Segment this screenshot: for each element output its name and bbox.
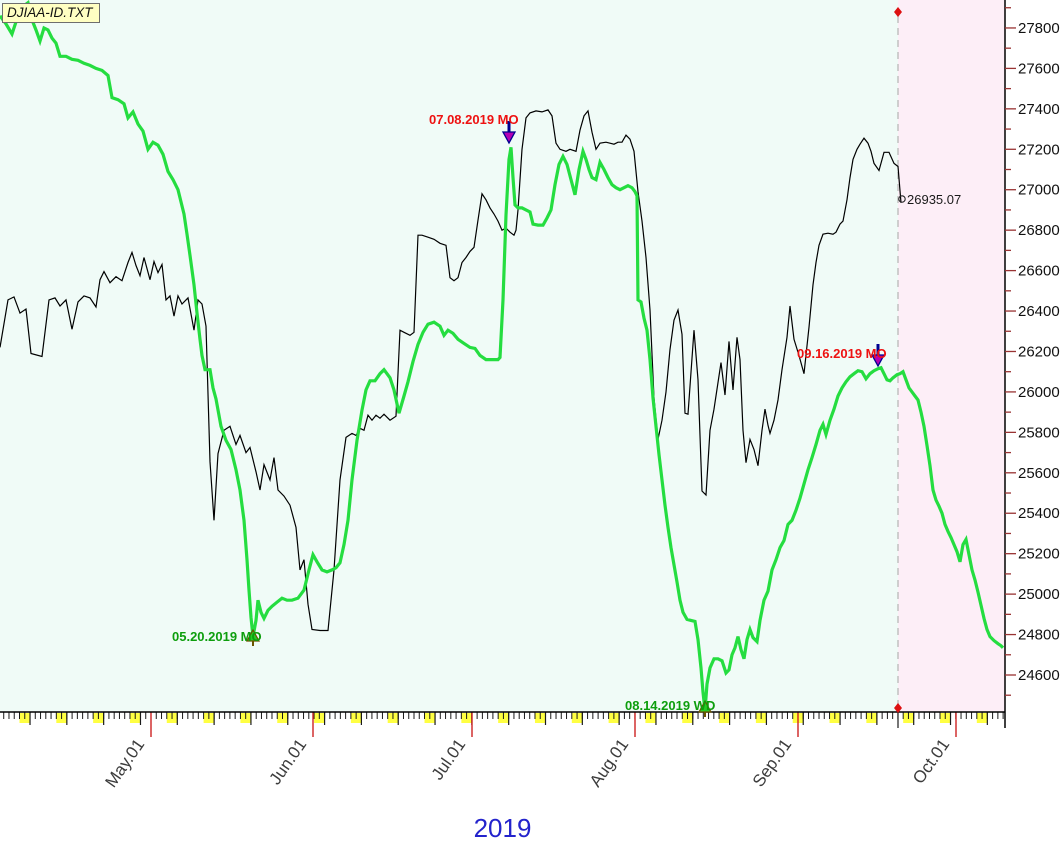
month-label: Aug.01	[586, 735, 632, 790]
series-label-chip[interactable]: DJIAA-ID.TXT	[2, 3, 100, 23]
djia-price-line	[0, 109, 902, 632]
y-tick-label: 27200	[1018, 141, 1060, 158]
y-tick-label: 27800	[1018, 20, 1060, 37]
y-tick-label: 25800	[1018, 424, 1060, 441]
cursor-diamond-marker	[894, 7, 902, 17]
month-label: Jul.01	[428, 735, 470, 783]
month-label: Jun.01	[265, 735, 310, 788]
year-label: 2019	[473, 813, 532, 843]
annotation-top-0708: 07.08.2019 MO	[429, 112, 519, 127]
signal-arrow-down-icon	[501, 131, 517, 145]
last-price-label: 26935.07	[907, 192, 962, 207]
annotation-bottom-0520: 05.20.2019 MO	[172, 629, 262, 644]
month-label: Oct.01	[909, 735, 953, 787]
y-tick-label: 27400	[1018, 101, 1060, 118]
y-tick-label: 25200	[1018, 546, 1060, 563]
annotation-top-0916: 09.16.2019 MO	[797, 346, 887, 361]
y-tick-label: 25400	[1018, 505, 1060, 522]
y-tick-label: 26400	[1018, 303, 1060, 320]
y-tick-label: 26000	[1018, 384, 1060, 401]
month-label: May.01	[101, 735, 148, 791]
cycle-forecast-line	[0, 0, 1005, 711]
signal-arrow-up-icon	[697, 699, 713, 713]
month-label: Sep.01	[749, 735, 795, 790]
y-tick-label: 26800	[1018, 222, 1060, 239]
y-tick-label: 27600	[1018, 60, 1060, 77]
y-tick-label: 26200	[1018, 343, 1060, 360]
y-tick-label: 24600	[1018, 667, 1060, 684]
y-tick-label: 25600	[1018, 465, 1060, 482]
y-tick-label: 27000	[1018, 182, 1060, 199]
history-region	[0, 0, 1005, 712]
signal-arrow-down-icon	[870, 354, 886, 368]
last-price-marker	[898, 195, 906, 203]
signal-arrow-up-icon	[245, 628, 261, 642]
y-tick-label: 25000	[1018, 586, 1060, 603]
y-tick-label: 24800	[1018, 627, 1060, 644]
annotation-bottom-0814: 08.14.2019 WD	[625, 698, 716, 713]
y-tick-label: 26600	[1018, 263, 1060, 280]
forecast-region	[898, 0, 1005, 712]
cursor-diamond-marker	[894, 703, 902, 713]
